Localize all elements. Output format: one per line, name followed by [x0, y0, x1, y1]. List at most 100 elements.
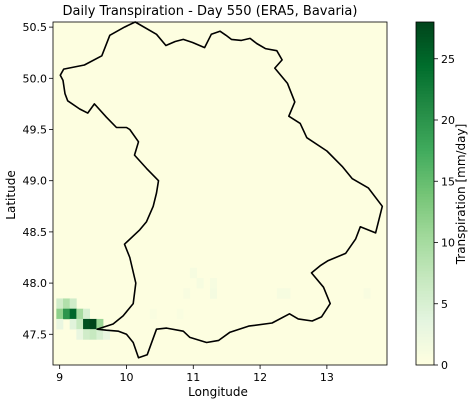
colorbar-segment — [416, 356, 434, 360]
heatmap-cell — [103, 329, 111, 340]
colorbar-segment — [416, 42, 434, 46]
colorbar-segment — [416, 327, 434, 332]
colorbar-segment — [416, 199, 434, 203]
colorbar-segment — [416, 182, 434, 186]
colorbar-segment — [416, 162, 434, 166]
colorbar-segment — [416, 102, 434, 106]
plot-frame — [52, 21, 388, 366]
heatmap-cell — [83, 329, 91, 340]
heatmap-cell — [89, 318, 97, 330]
colorbar-segment — [416, 119, 434, 123]
heatmap-cells — [56, 267, 371, 340]
colorbar-segment — [416, 353, 434, 357]
colorbar-segment — [416, 136, 434, 140]
colorbar-segment — [416, 76, 434, 80]
colorbar-segment — [416, 36, 434, 40]
colorbar-segment — [416, 350, 434, 354]
colorbar-segment — [416, 104, 434, 109]
colorbar-segment — [416, 79, 434, 83]
colorbar-segment — [416, 156, 434, 160]
y-tick-label: 48.0 — [23, 277, 48, 290]
colorbar-segment — [416, 336, 434, 340]
colorbar-tick-label: 15 — [441, 175, 455, 188]
colorbar-segment — [416, 362, 434, 366]
colorbar-segment — [416, 307, 434, 312]
colorbar-segment — [416, 107, 434, 112]
colorbar-segment — [416, 216, 434, 220]
heatmap-cell — [76, 329, 84, 340]
colorbar-segment — [416, 167, 434, 172]
heatmap-cell — [76, 308, 84, 320]
colorbar-segment — [416, 170, 434, 174]
colorbar-segment — [416, 187, 434, 192]
colorbar-segment — [416, 67, 434, 71]
colorbar-segment — [416, 273, 434, 277]
colorbar-segment — [416, 84, 434, 89]
heatmap-cell — [56, 298, 64, 309]
heatmap-cell — [96, 329, 104, 340]
heatmap-cell — [69, 298, 77, 309]
x-tick-label: 9 — [56, 371, 63, 384]
colorbar-segment — [416, 256, 434, 260]
colorbar-segment — [416, 44, 434, 49]
heatmap-cell — [209, 288, 217, 299]
colorbar-segment — [416, 70, 434, 74]
colorbar-segment — [416, 290, 434, 294]
colorbar-segment — [416, 264, 434, 269]
colorbar-segment — [416, 270, 434, 274]
colorbar-segment — [416, 56, 434, 60]
heatmap-cell — [56, 308, 64, 320]
colorbar-segment — [416, 196, 434, 200]
colorbar-segment — [416, 39, 434, 43]
colorbar-segment — [416, 342, 434, 346]
heatmap-cell — [76, 318, 84, 330]
colorbar-segment — [416, 110, 434, 114]
colorbar-segment — [416, 236, 434, 240]
colorbar-tick-label: 20 — [441, 114, 455, 127]
colorbar-segment — [416, 310, 434, 314]
heatmap-cell — [83, 318, 91, 330]
colorbar-segment — [416, 282, 434, 286]
colorbar-segment — [416, 99, 434, 103]
colorbar-segment — [416, 230, 434, 234]
colorbar-segment — [416, 242, 434, 246]
colorbar-segment — [416, 153, 434, 157]
colorbar-segment — [416, 184, 434, 189]
heatmap-cell — [196, 277, 204, 289]
colorbar-segment — [416, 127, 434, 132]
colorbar-segment — [416, 324, 434, 329]
heatmap-cell — [363, 288, 371, 299]
colorbar-segment — [416, 122, 434, 126]
colorbar-segment — [416, 82, 434, 86]
heatmap-cell — [69, 318, 77, 330]
colorbar-segment — [416, 193, 434, 197]
colorbar-segment — [416, 144, 434, 149]
colorbar-segment — [416, 267, 434, 272]
colorbar-segment — [416, 33, 434, 37]
colorbar-tick-label: 5 — [441, 298, 448, 311]
colorbar-segment — [416, 276, 434, 280]
x-axis-label: Longitude — [188, 385, 248, 399]
heatmap-cell — [56, 318, 64, 330]
colorbar-segment — [416, 24, 434, 29]
colorbar-segment — [416, 93, 434, 97]
colorbar-segment — [416, 179, 434, 183]
x-axis: 9 10 11 12 13 — [56, 365, 334, 384]
colorbar-segment — [416, 313, 434, 317]
colorbar-gradient — [416, 22, 434, 366]
colorbar-segment — [416, 233, 434, 237]
colorbar-segment — [416, 279, 434, 283]
colorbar-segment — [416, 202, 434, 206]
colorbar-segment — [416, 253, 434, 257]
heatmap-cell — [63, 308, 70, 320]
colorbar-segment — [416, 319, 434, 323]
colorbar-segment — [416, 73, 434, 77]
colorbar-segment — [416, 322, 434, 326]
colorbar-segment — [416, 190, 434, 194]
colorbar-tick-label: 10 — [441, 237, 455, 250]
colorbar-tick-label: 0 — [441, 359, 448, 372]
colorbar-segment — [416, 164, 434, 169]
colorbar-segment — [416, 316, 434, 320]
colorbar-segment — [416, 224, 434, 229]
